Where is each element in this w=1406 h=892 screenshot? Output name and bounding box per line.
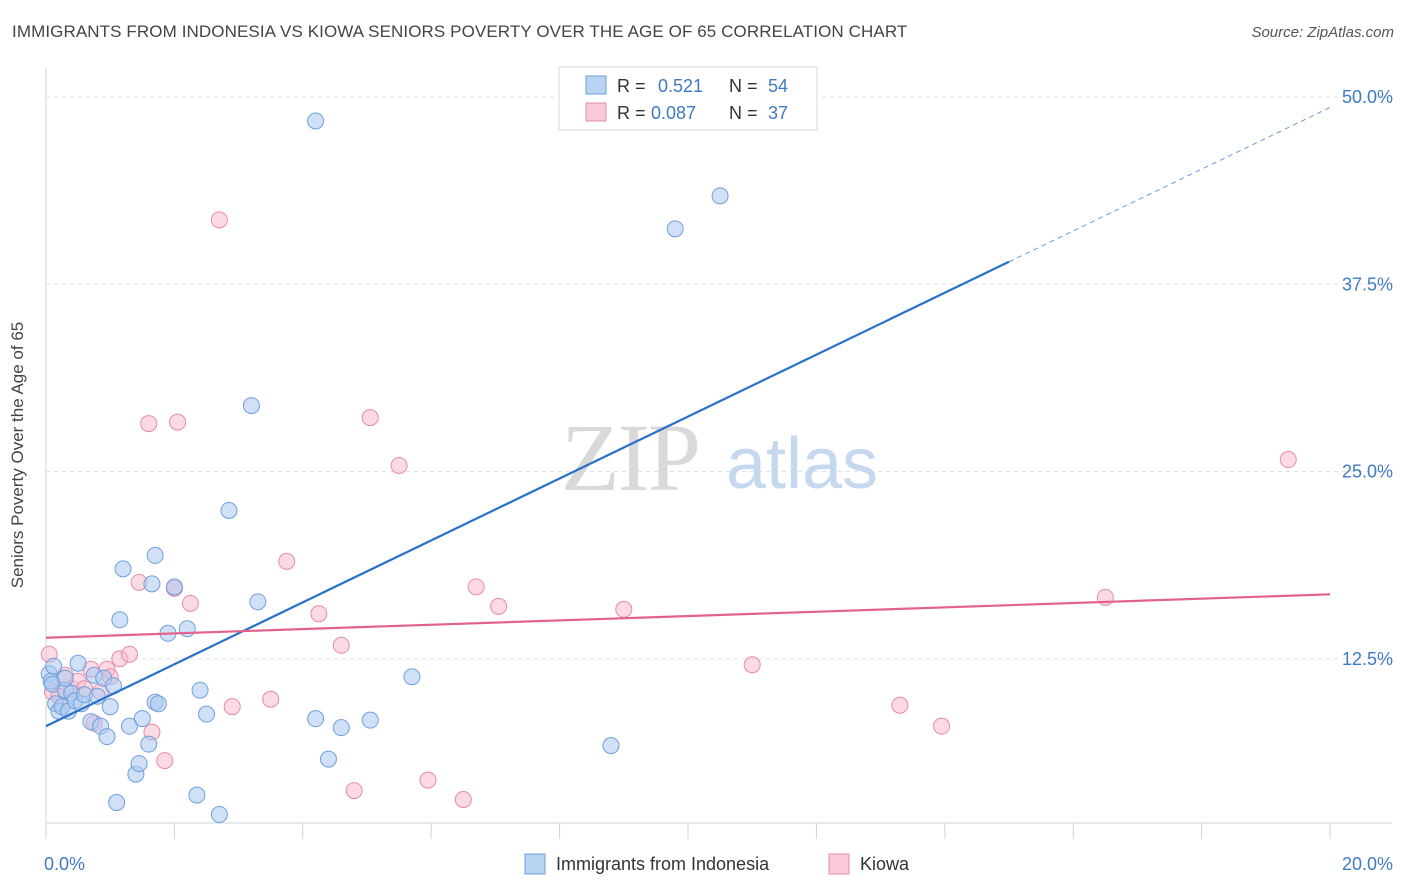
indonesia-point-49 bbox=[146, 546, 164, 564]
indonesia-point-53 bbox=[56, 669, 74, 687]
kiowa-point-36 bbox=[891, 696, 909, 714]
series-legend: Immigrants from Indonesia Kiowa bbox=[524, 853, 910, 875]
x-tick-label-max: 20.0% bbox=[1342, 854, 1393, 874]
kiowa-point-25 bbox=[310, 605, 328, 623]
kiowa-point-33 bbox=[490, 597, 508, 615]
indonesia-point-47 bbox=[361, 711, 379, 729]
indonesia-point-36 bbox=[188, 786, 206, 804]
indonesia-point-35 bbox=[178, 620, 196, 638]
source-label: Source: ZipAtlas.com bbox=[1251, 24, 1394, 41]
kiowa-point-32 bbox=[467, 578, 485, 596]
indonesia-point-28 bbox=[133, 710, 151, 728]
kiowa-point-21 bbox=[210, 211, 228, 229]
indonesia-point-23 bbox=[111, 611, 129, 629]
kiowa-point-29 bbox=[390, 457, 408, 475]
y-tick-label-1: 25.0% bbox=[1342, 462, 1393, 482]
legend-n-value-2: 37 bbox=[768, 103, 788, 123]
indonesia-point-25 bbox=[120, 717, 138, 735]
kiowa-point-24 bbox=[278, 552, 296, 570]
kiowa-point-20 bbox=[181, 594, 199, 612]
bottom-legend-label-indonesia: Immigrants from Indonesia bbox=[556, 854, 770, 874]
kiowa-point-19 bbox=[169, 413, 187, 431]
kiowa-point-23 bbox=[262, 690, 280, 708]
indonesia-point-46 bbox=[332, 719, 350, 737]
legend-swatch-indonesia bbox=[585, 75, 607, 95]
kiowa-trend-line bbox=[45, 593, 1331, 639]
indonesia-point-39 bbox=[210, 806, 228, 824]
indonesia-point-3 bbox=[45, 657, 63, 675]
kiowa-point-27 bbox=[345, 782, 363, 800]
x-tick-labels: 0.0% 20.0% bbox=[44, 854, 1393, 874]
bottom-legend-swatch-indonesia bbox=[524, 853, 546, 875]
bottom-legend-label-kiowa: Kiowa bbox=[860, 854, 910, 874]
indonesia-point-27 bbox=[130, 755, 148, 773]
indonesia-point-24 bbox=[114, 560, 132, 578]
legend-r-label-2: R = bbox=[617, 103, 646, 123]
indonesia-point-51 bbox=[666, 220, 684, 238]
indonesia-point-48 bbox=[403, 668, 421, 686]
indonesia-point-34 bbox=[165, 578, 183, 596]
y-tick-label-2: 37.5% bbox=[1342, 274, 1393, 294]
y-tick-label-0: 12.5% bbox=[1342, 649, 1393, 669]
x-tick-label-min: 0.0% bbox=[44, 854, 85, 874]
indonesia-point-32 bbox=[149, 695, 167, 713]
indonesia-point-43 bbox=[307, 112, 325, 130]
indonesia-point-19 bbox=[98, 728, 116, 746]
legend-n-label-2: N = bbox=[729, 103, 758, 123]
kiowa-point-28 bbox=[361, 409, 379, 427]
indonesia-point-40 bbox=[220, 501, 238, 519]
legend-r-label-1: R = bbox=[617, 76, 646, 96]
correlation-legend: R = 0.521 N = 54 R = 0.087 N = 37 bbox=[558, 66, 818, 131]
legend-swatch-kiowa bbox=[585, 102, 607, 122]
indonesia-point-22 bbox=[108, 794, 126, 812]
indonesia-point-11 bbox=[69, 654, 87, 672]
indonesia-point-42 bbox=[249, 593, 267, 611]
watermark-atlas: atlas bbox=[726, 424, 878, 504]
axes bbox=[45, 68, 1392, 839]
indonesia-point-52 bbox=[711, 187, 729, 205]
kiowa-point-15 bbox=[140, 415, 158, 433]
y-tick-label-3: 50.0% bbox=[1342, 87, 1393, 107]
bottom-legend-swatch-kiowa bbox=[828, 853, 850, 875]
grid-lines bbox=[46, 96, 1392, 660]
indonesia-point-30 bbox=[143, 575, 161, 593]
chart-title: IMMIGRANTS FROM INDONESIA VS KIOWA SENIO… bbox=[12, 22, 908, 41]
y-axis-label: Seniors Poverty Over the Age of 65 bbox=[8, 321, 27, 589]
indonesia-point-50 bbox=[602, 737, 620, 755]
indonesia-point-44 bbox=[307, 710, 325, 728]
kiowa-point-34 bbox=[615, 600, 633, 618]
indonesia-point-29 bbox=[140, 735, 158, 753]
kiowa-point-31 bbox=[454, 791, 472, 809]
indonesia-point-41 bbox=[242, 397, 260, 415]
indonesia-point-45 bbox=[319, 750, 337, 768]
legend-n-label-1: N = bbox=[729, 76, 758, 96]
indonesia-trend-extension bbox=[1008, 107, 1331, 263]
y-tick-labels: 12.5% 25.0% 37.5% 50.0% bbox=[1342, 87, 1393, 669]
trend-lines bbox=[45, 107, 1331, 728]
indonesia-point-38 bbox=[198, 705, 215, 723]
series-indonesia-points bbox=[40, 112, 729, 824]
kiowa-point-35 bbox=[743, 656, 761, 674]
kiowa-point-13 bbox=[120, 645, 138, 663]
kiowa-point-30 bbox=[419, 771, 437, 789]
kiowa-point-39 bbox=[1279, 451, 1297, 469]
kiowa-point-26 bbox=[332, 636, 350, 654]
kiowa-point-22 bbox=[223, 698, 241, 716]
kiowa-point-37 bbox=[933, 717, 951, 735]
legend-r-value-1: 0.521 bbox=[658, 76, 703, 96]
legend-n-value-1: 54 bbox=[768, 76, 788, 96]
watermark: ZIP atlas bbox=[561, 404, 878, 511]
legend-r-value-2: 0.087 bbox=[651, 103, 696, 123]
indonesia-point-20 bbox=[101, 698, 119, 716]
kiowa-point-17 bbox=[156, 752, 174, 770]
indonesia-point-37 bbox=[191, 681, 209, 699]
indonesia-trend-line bbox=[45, 260, 1010, 728]
